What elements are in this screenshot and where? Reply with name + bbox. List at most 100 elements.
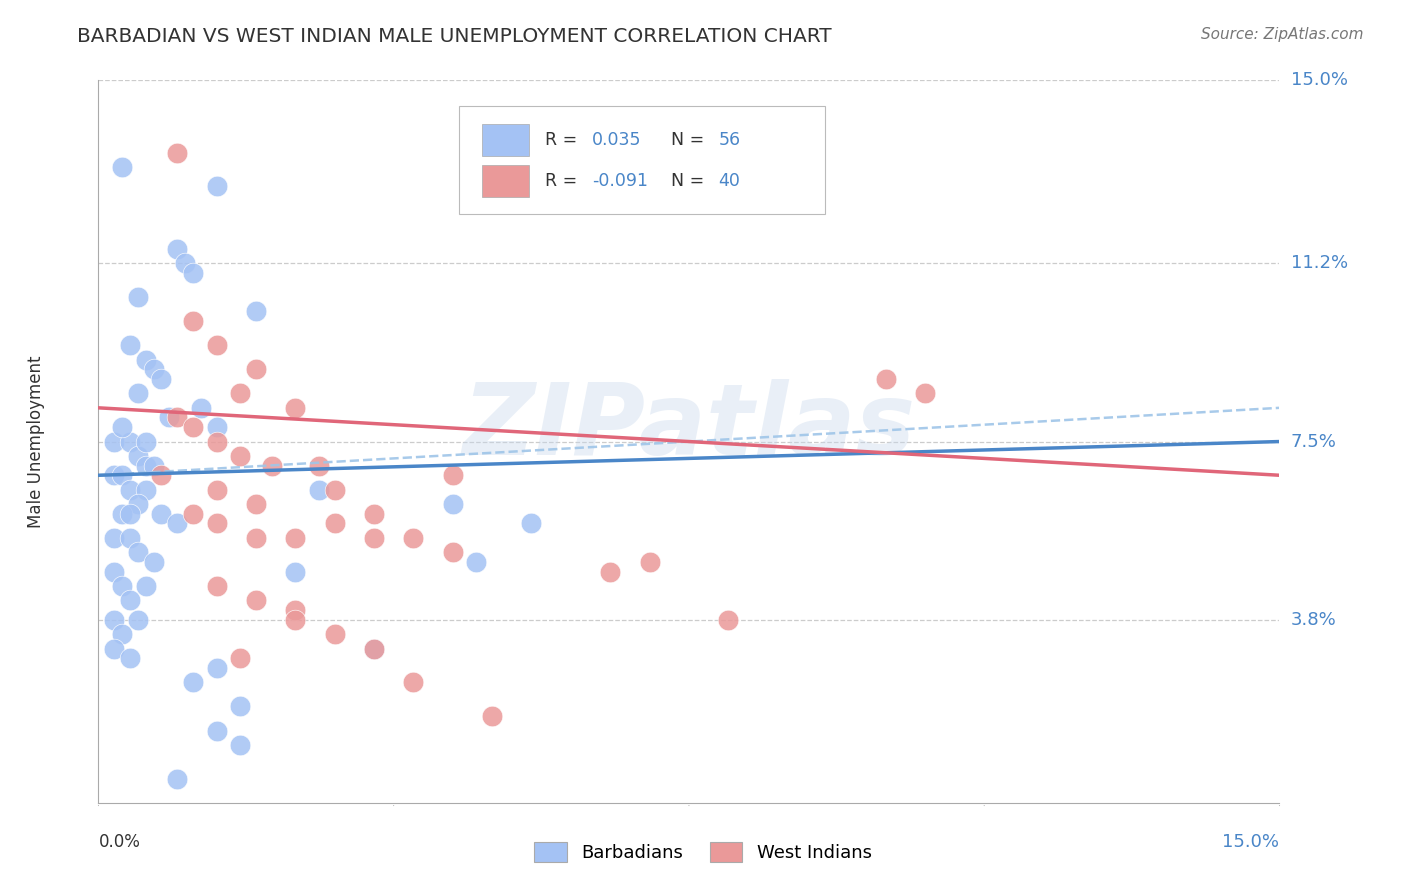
Point xyxy=(111,507,134,521)
Point xyxy=(127,386,149,401)
Point xyxy=(323,483,346,497)
Point xyxy=(111,627,134,641)
Point xyxy=(103,613,125,627)
Point xyxy=(363,531,385,545)
FancyBboxPatch shape xyxy=(482,124,530,156)
Text: 11.2%: 11.2% xyxy=(1291,254,1348,272)
Point xyxy=(323,516,346,531)
Point xyxy=(111,160,134,174)
Legend: Barbadians, West Indians: Barbadians, West Indians xyxy=(527,835,879,870)
Point xyxy=(245,593,267,607)
Text: Male Unemployment: Male Unemployment xyxy=(27,355,45,528)
Point xyxy=(181,675,204,690)
Point xyxy=(260,458,283,473)
Text: -0.091: -0.091 xyxy=(592,172,648,190)
Point xyxy=(363,507,385,521)
Point xyxy=(205,338,228,352)
Point xyxy=(875,372,897,386)
Point xyxy=(599,565,621,579)
Text: 56: 56 xyxy=(718,131,741,149)
Point xyxy=(118,651,141,665)
Point xyxy=(245,497,267,511)
Point xyxy=(127,545,149,559)
Point xyxy=(103,434,125,449)
Text: 15.0%: 15.0% xyxy=(1291,71,1347,89)
Point xyxy=(103,468,125,483)
Point xyxy=(323,627,346,641)
Point xyxy=(481,709,503,723)
Point xyxy=(245,304,267,318)
Point xyxy=(205,179,228,194)
Text: R =: R = xyxy=(546,172,582,190)
Point xyxy=(150,372,173,386)
Text: 3.8%: 3.8% xyxy=(1291,611,1336,629)
Text: Source: ZipAtlas.com: Source: ZipAtlas.com xyxy=(1201,27,1364,42)
Point xyxy=(190,401,212,415)
Point xyxy=(284,401,307,415)
Point xyxy=(103,565,125,579)
Text: N =: N = xyxy=(671,131,710,149)
Point xyxy=(103,641,125,656)
Text: ZIPatlas: ZIPatlas xyxy=(463,378,915,475)
Point xyxy=(284,565,307,579)
Point xyxy=(127,449,149,463)
Text: 0.035: 0.035 xyxy=(592,131,641,149)
Text: 7.5%: 7.5% xyxy=(1291,433,1337,450)
Point xyxy=(118,531,141,545)
Point xyxy=(717,613,740,627)
Text: 40: 40 xyxy=(718,172,741,190)
Point xyxy=(229,449,252,463)
Point xyxy=(118,483,141,497)
Point xyxy=(363,641,385,656)
Point xyxy=(111,579,134,593)
Point xyxy=(135,579,157,593)
Point xyxy=(166,145,188,160)
Point xyxy=(229,386,252,401)
Point xyxy=(142,362,165,376)
Point xyxy=(150,507,173,521)
Point xyxy=(118,507,141,521)
Point xyxy=(181,507,204,521)
Point xyxy=(181,420,204,434)
Point xyxy=(205,579,228,593)
Point xyxy=(135,352,157,367)
Point xyxy=(127,613,149,627)
Text: 15.0%: 15.0% xyxy=(1222,833,1279,851)
Point xyxy=(205,516,228,531)
Point xyxy=(166,772,188,786)
Point xyxy=(308,483,330,497)
Point xyxy=(441,545,464,559)
Text: N =: N = xyxy=(671,172,710,190)
Point xyxy=(135,434,157,449)
Point xyxy=(118,338,141,352)
Point xyxy=(229,699,252,714)
Point xyxy=(150,468,173,483)
Point xyxy=(157,410,180,425)
Point xyxy=(205,661,228,675)
Point xyxy=(205,434,228,449)
Point xyxy=(111,468,134,483)
Point xyxy=(181,314,204,328)
Point xyxy=(166,410,188,425)
Point xyxy=(363,641,385,656)
Point xyxy=(308,458,330,473)
Point xyxy=(229,738,252,752)
Point xyxy=(142,555,165,569)
Point xyxy=(118,434,141,449)
Point xyxy=(103,531,125,545)
Point xyxy=(465,555,488,569)
Point xyxy=(127,497,149,511)
Point xyxy=(638,555,661,569)
Point xyxy=(402,531,425,545)
FancyBboxPatch shape xyxy=(482,165,530,197)
Point xyxy=(402,675,425,690)
Point xyxy=(127,290,149,304)
Point xyxy=(111,420,134,434)
Point xyxy=(166,516,188,531)
Point xyxy=(135,483,157,497)
Point xyxy=(245,531,267,545)
FancyBboxPatch shape xyxy=(458,105,825,214)
Text: 0.0%: 0.0% xyxy=(98,833,141,851)
Point xyxy=(441,497,464,511)
Point xyxy=(229,651,252,665)
